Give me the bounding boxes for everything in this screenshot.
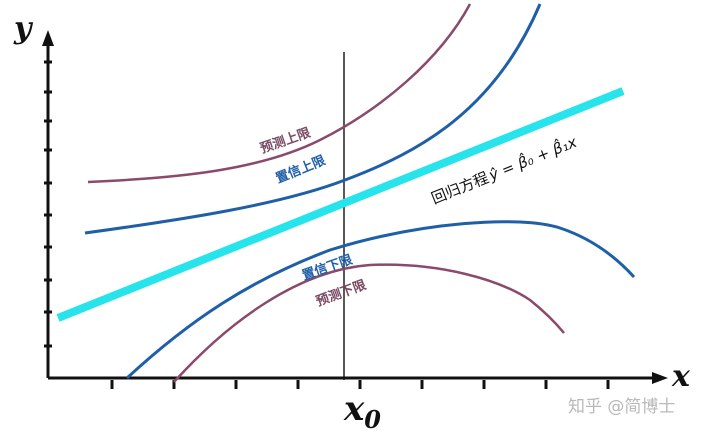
y-axis-label: y [13, 11, 34, 46]
confidence-upper-label: 置信上限 [274, 152, 329, 187]
y-axis-ticks [44, 60, 52, 348]
x0-label: x0 [343, 389, 381, 431]
regression-line [56, 87, 625, 322]
confidence-lower-label: 置信下限 [300, 251, 355, 283]
y-axis-arrow [42, 30, 54, 46]
x-axis-arrow [652, 372, 668, 384]
prediction-upper-label: 预测上限 [258, 124, 313, 156]
confidence-lower-curve [125, 220, 636, 380]
axes: y x [13, 11, 691, 394]
x-axis-label: x [671, 359, 691, 394]
prediction-lower-label: 预测下限 [314, 277, 369, 310]
confidence-upper-curve [84, 3, 542, 235]
prediction-upper-curve [87, 3, 472, 184]
x-axis-ticks [110, 380, 610, 389]
watermark: 知乎 @简博士 [568, 397, 675, 417]
regression-label-cn: 回归方程 [429, 169, 491, 208]
prediction-lower-curve [173, 263, 565, 383]
